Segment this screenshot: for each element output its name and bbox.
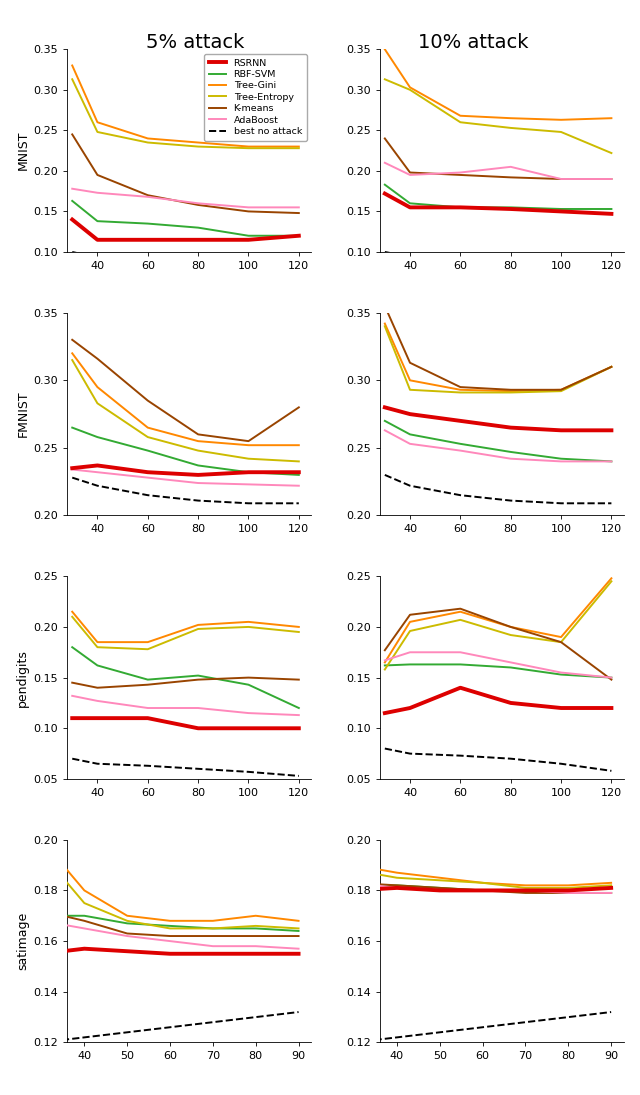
Legend: RSRNN, RBF-SVM, Tree-Gini, Tree-Entropy, K-means, AdaBoost, best no attack: RSRNN, RBF-SVM, Tree-Gini, Tree-Entropy,… [204,54,307,140]
Y-axis label: pendigits: pendigits [16,648,29,706]
Y-axis label: satimage: satimage [16,912,29,970]
Y-axis label: FMNIST: FMNIST [16,391,29,437]
Y-axis label: MNIST: MNIST [16,131,29,171]
Text: 10% attack: 10% attack [419,33,529,51]
Text: 5% attack: 5% attack [146,33,244,51]
